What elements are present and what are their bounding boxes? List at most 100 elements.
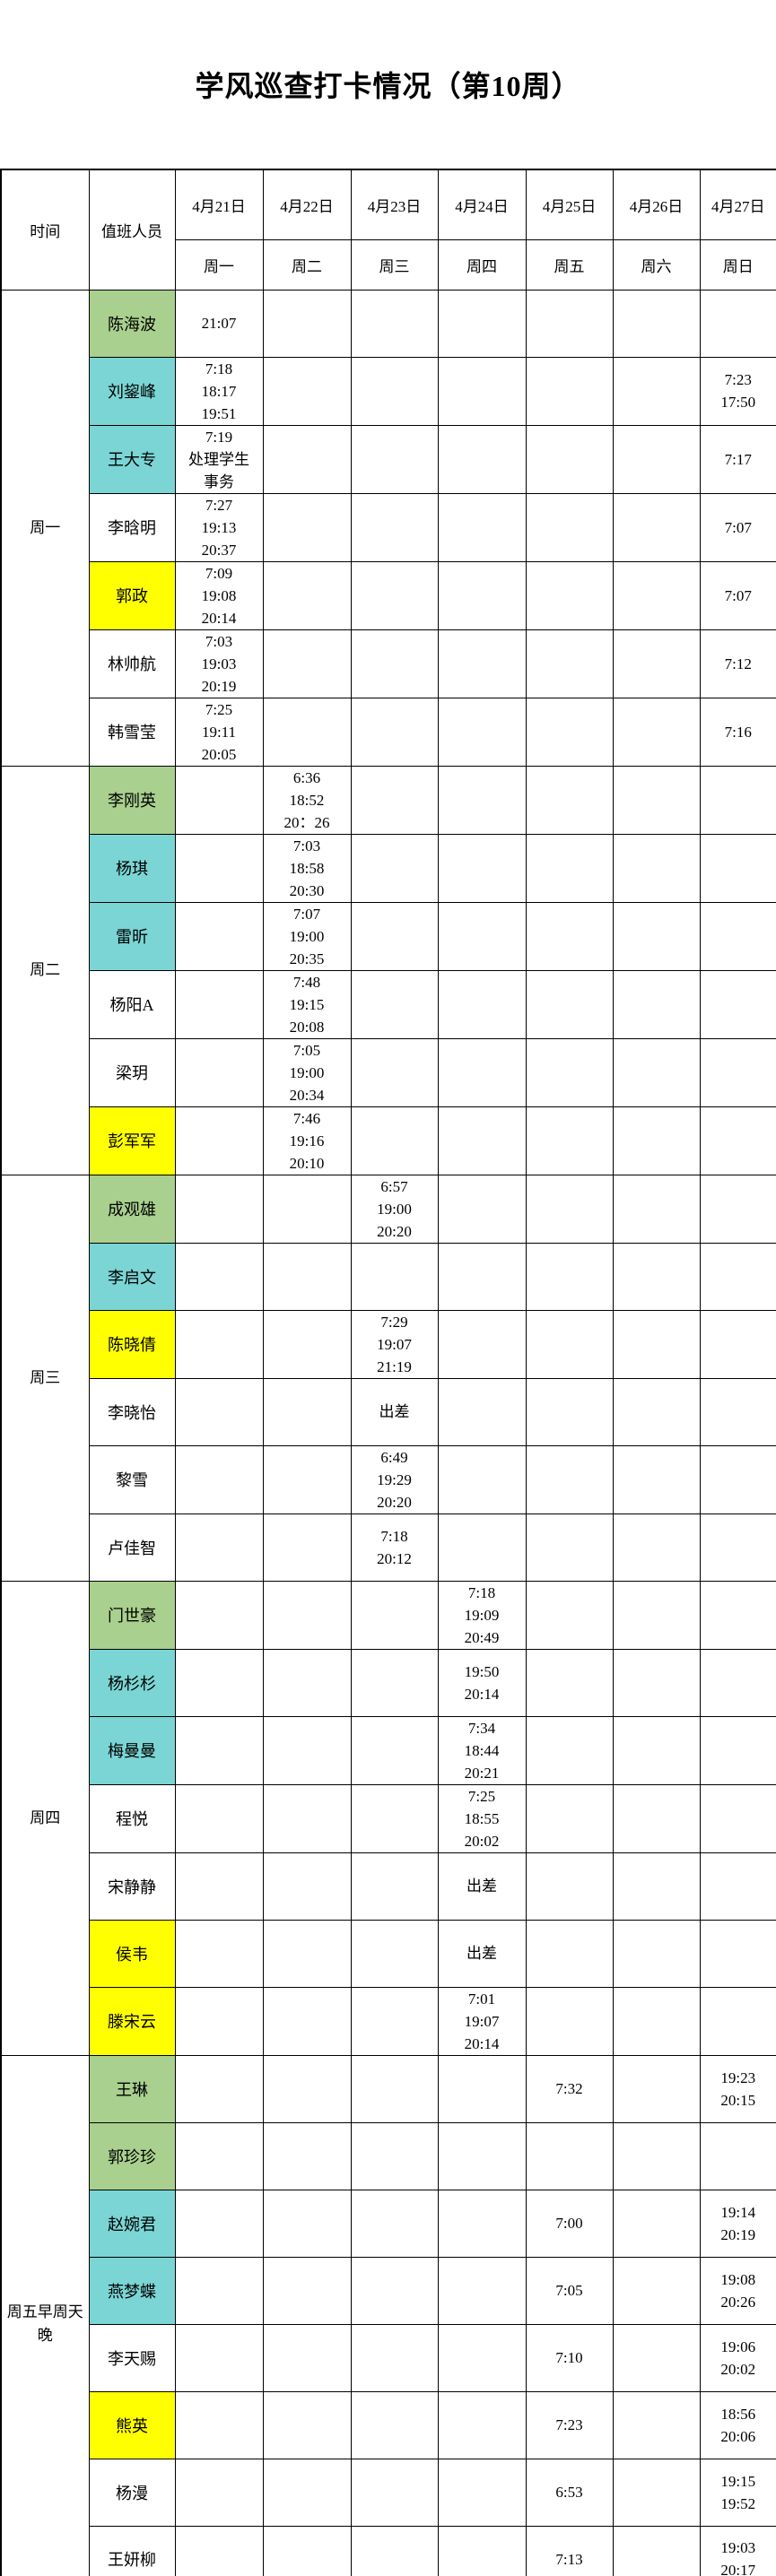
checkin-cell: 19:06 20:02	[699, 2323, 776, 2392]
checkin-cell	[437, 1444, 527, 1514]
checkin-cell: 7:05	[525, 2256, 614, 2325]
checkin-cell	[437, 1037, 527, 1107]
day-group-label-cell: 周五早周天晚	[0, 2054, 90, 2576]
checkin-cell	[437, 1513, 527, 1582]
checkin-cell	[350, 1242, 439, 1311]
checkin-cell	[525, 697, 614, 767]
checkin-cell	[174, 1174, 264, 1244]
checkin-cell	[437, 697, 527, 767]
checkin-cell	[350, 2054, 439, 2123]
checkin-cell	[262, 560, 352, 630]
checkin-cell	[174, 2054, 264, 2123]
checkin-cell	[262, 1919, 352, 1988]
checkin-cell	[350, 492, 439, 562]
checkin-cell	[262, 697, 352, 767]
checkin-cell: 19:08 20:26	[699, 2256, 776, 2325]
checkin-cell	[262, 1986, 352, 2056]
checkin-cell: 7:00	[525, 2189, 614, 2258]
checkin-cell	[612, 1783, 701, 1853]
checkin-cell: 7:03 18:58 20:30	[262, 833, 352, 903]
checkin-cell	[350, 1580, 439, 1650]
checkin-cell	[174, 1037, 264, 1107]
checkin-cell	[612, 2525, 701, 2576]
checkin-cell: 7:07	[699, 492, 776, 562]
checkin-cell	[525, 1106, 614, 1175]
checkin-cell	[437, 765, 527, 835]
checkin-cell	[612, 356, 701, 426]
staff-name-cell: 滕宋云	[88, 1986, 176, 2056]
checkin-cell	[525, 629, 614, 698]
checkin-cell	[350, 1037, 439, 1107]
checkin-cell	[437, 560, 527, 630]
checkin-cell	[174, 1106, 264, 1175]
checkin-cell: 7:29 19:07 21:19	[350, 1309, 439, 1379]
checkin-cell: 6:53	[525, 2458, 614, 2527]
checkin-cell: 7:09 19:08 20:14	[174, 560, 264, 630]
checkin-cell	[350, 2458, 439, 2527]
staff-name-cell: 宋静静	[88, 1852, 176, 1921]
checkin-cell: 7:07 19:00 20:35	[262, 901, 352, 971]
checkin-cell	[350, 901, 439, 971]
checkin-cell: 7:48 19:15 20:08	[262, 969, 352, 1039]
staff-name-cell: 李天赐	[88, 2323, 176, 2392]
checkin-cell: 21:07	[174, 289, 264, 358]
staff-name-cell: 梅曼曼	[88, 1715, 176, 1785]
checkin-cell	[525, 1242, 614, 1311]
checkin-cell	[525, 1377, 614, 1446]
checkin-cell	[262, 2256, 352, 2325]
checkin-cell	[437, 1106, 527, 1175]
checkin-cell	[350, 697, 439, 767]
staff-name-cell: 王大专	[88, 424, 176, 494]
checkin-cell	[437, 492, 527, 562]
checkin-cell	[350, 1783, 439, 1853]
checkin-cell	[437, 356, 527, 426]
day-group-label-cell: 周一	[0, 289, 90, 767]
checkin-cell	[262, 1444, 352, 1514]
checkin-cell	[525, 1852, 614, 1921]
checkin-cell	[350, 1106, 439, 1175]
checkin-cell	[699, 1037, 776, 1107]
checkin-cell	[525, 833, 614, 903]
staff-name-cell: 彭军军	[88, 1106, 176, 1175]
checkin-cell	[612, 901, 701, 971]
checkin-cell	[174, 1242, 264, 1311]
checkin-cell	[525, 1648, 614, 1717]
checkin-cell	[699, 969, 776, 1039]
checkin-cell	[525, 1513, 614, 1582]
checkin-cell	[612, 833, 701, 903]
staff-name-cell: 侯韦	[88, 1919, 176, 1988]
staff-name-cell: 梁玥	[88, 1037, 176, 1107]
checkin-cell	[174, 1377, 264, 1446]
checkin-cell	[525, 424, 614, 494]
checkin-cell	[437, 1309, 527, 1379]
checkin-cell	[699, 2121, 776, 2190]
checkin-cell	[350, 2525, 439, 2576]
checkin-cell: 6:36 18:52 20：26	[262, 765, 352, 835]
checkin-cell	[612, 424, 701, 494]
checkin-cell	[612, 1444, 701, 1514]
checkin-cell	[262, 424, 352, 494]
checkin-cell	[174, 2256, 264, 2325]
checkin-cell	[437, 833, 527, 903]
checkin-cell	[437, 901, 527, 971]
checkin-cell: 出差	[437, 1852, 527, 1921]
checkin-cell	[612, 2256, 701, 2325]
checkin-cell	[350, 1852, 439, 1921]
checkin-cell: 出差	[350, 1377, 439, 1446]
checkin-cell	[350, 424, 439, 494]
checkin-cell	[437, 629, 527, 698]
checkin-cell	[262, 629, 352, 698]
checkin-cell	[174, 2390, 264, 2459]
checkin-cell	[437, 289, 527, 358]
checkin-cell	[612, 1852, 701, 1921]
staff-name-cell: 李刚英	[88, 765, 176, 835]
checkin-cell	[262, 1309, 352, 1379]
checkin-cell	[350, 2121, 439, 2190]
checkin-cell: 7:25 19:11 20:05	[174, 697, 264, 767]
checkin-cell: 6:49 19:29 20:20	[350, 1444, 439, 1514]
page-title: 学风巡查打卡情况（第10周）	[195, 70, 581, 102]
checkin-cell: 7:12	[699, 629, 776, 698]
staff-name-cell: 郭政	[88, 560, 176, 630]
checkin-cell	[174, 1648, 264, 1717]
checkin-cell	[525, 2121, 614, 2190]
